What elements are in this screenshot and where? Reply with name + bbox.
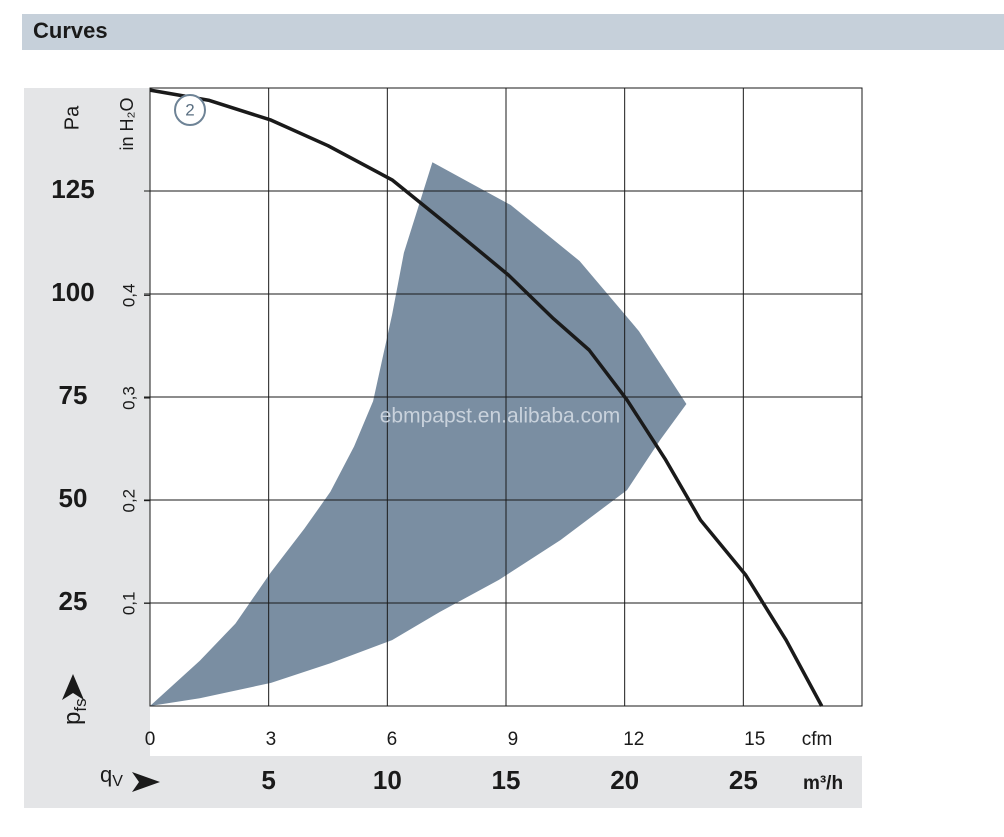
x2-tick-label: 3 <box>266 729 277 750</box>
y-symbol-sub: fs <box>71 698 90 711</box>
y2-axis-label: in H₂O <box>117 98 137 151</box>
x2-tick-label: 12 <box>623 729 644 750</box>
x2-tick-label: 9 <box>508 729 519 750</box>
x2-tick-label: 0 <box>145 729 156 750</box>
operating-range <box>150 162 687 706</box>
y-tick-label: 50 <box>59 483 88 513</box>
x2-tick-label: 15 <box>744 729 765 750</box>
x-tick-label: 5 <box>261 765 275 795</box>
y-symbol: pfs <box>59 698 90 725</box>
curve <box>149 88 824 707</box>
y-tick-label: 25 <box>59 586 88 616</box>
y-tick-label: 100 <box>51 277 94 307</box>
y-axis-label: Pa <box>61 105 83 130</box>
left-panel <box>24 88 150 808</box>
x-tick-label: 25 <box>729 765 758 795</box>
x-symbol-sub: V <box>112 773 123 790</box>
header-bar <box>22 14 1004 50</box>
bottom-panel <box>24 756 862 808</box>
x-axis-label: m³/h <box>803 773 843 794</box>
y-tick-label: 75 <box>59 380 88 410</box>
curve-label: 2 <box>185 100 194 119</box>
y2-tick-label: 0,4 <box>119 284 138 308</box>
x2-axis-label: cfm <box>802 729 833 750</box>
x-tick-label: 20 <box>610 765 639 795</box>
curve-label-circle <box>174 94 206 126</box>
y2-tick-label: 0,2 <box>119 489 138 513</box>
plot-frame <box>149 87 863 707</box>
x-tick-label: 10 <box>373 765 402 795</box>
chart: ebmpapst.en.alibaba.com255075100125Pa0,1… <box>51 87 863 795</box>
y2-tick-label: 0,1 <box>119 592 138 616</box>
x-symbol: qV <box>100 762 123 790</box>
y-tick-label: 125 <box>51 174 94 204</box>
y-arrow <box>62 674 84 700</box>
watermark: ebmpapst.en.alibaba.com <box>380 405 621 428</box>
x-tick-label: 15 <box>492 765 521 795</box>
x2-tick-label: 6 <box>387 729 398 750</box>
x-arrow <box>132 772 160 792</box>
y-symbol-main: p <box>59 712 86 725</box>
header-title: Curves <box>33 18 108 43</box>
y2-tick-label: 0,3 <box>119 386 138 410</box>
x-symbol-main: q <box>100 762 112 787</box>
